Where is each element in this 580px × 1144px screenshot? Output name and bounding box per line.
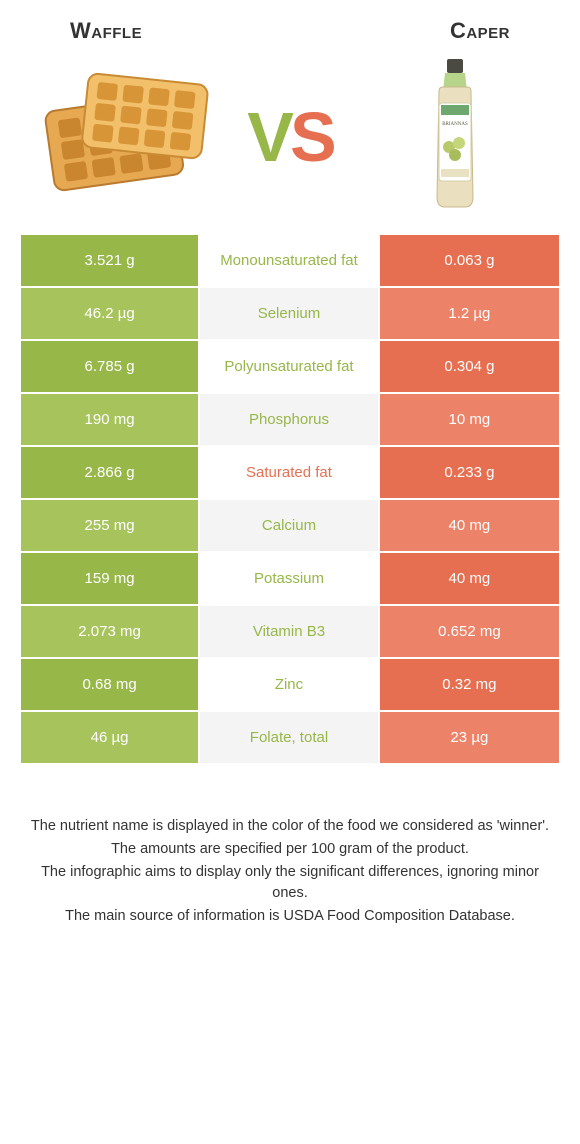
value-right: 0.652 mg (380, 606, 559, 659)
value-right: 0.304 g (380, 341, 559, 394)
svg-text:BRIANNAS: BRIANNAS (442, 122, 468, 127)
value-right: 23 µg (380, 712, 559, 765)
value-left: 255 mg (21, 500, 200, 553)
value-right: 1.2 µg (380, 288, 559, 341)
header: Waffle Caper (0, 0, 580, 52)
value-right: 0.233 g (380, 447, 559, 500)
nutrient-label: Zinc (200, 659, 380, 712)
value-left: 2.866 g (21, 447, 200, 500)
note-line: The amounts are specified per 100 gram o… (24, 839, 556, 860)
nutrient-label: Phosphorus (200, 394, 380, 447)
note-line: The main source of information is USDA F… (24, 906, 556, 927)
table-row: 2.073 mgVitamin B30.652 mg (21, 606, 559, 659)
vs-label: VS (210, 102, 370, 172)
value-right: 0.063 g (380, 235, 559, 288)
value-left: 2.073 mg (21, 606, 200, 659)
table-row: 255 mgCalcium40 mg (21, 500, 559, 553)
value-right: 10 mg (380, 394, 559, 447)
table-row: 190 mgPhosphorus10 mg (21, 394, 559, 447)
table-row: 3.521 gMonounsaturated fat0.063 g (21, 235, 559, 288)
table-row: 2.866 gSaturated fat0.233 g (21, 447, 559, 500)
nutrient-label: Monounsaturated fat (200, 235, 380, 288)
nutrient-label: Polyunsaturated fat (200, 341, 380, 394)
table-row: 46 µgFolate, total23 µg (21, 712, 559, 765)
value-left: 6.785 g (21, 341, 200, 394)
footer-notes: The nutrient name is displayed in the co… (0, 766, 580, 927)
nutrient-label: Potassium (200, 553, 380, 606)
note-line: The infographic aims to display only the… (24, 862, 556, 904)
value-right: 40 mg (380, 500, 559, 553)
table-row: 0.68 mgZinc0.32 mg (21, 659, 559, 712)
table-row: 6.785 gPolyunsaturated fat0.304 g (21, 341, 559, 394)
vs-v: V (247, 98, 290, 176)
value-right: 40 mg (380, 553, 559, 606)
nutrient-label: Folate, total (200, 712, 380, 765)
value-left: 190 mg (21, 394, 200, 447)
caper-bottle-image: BRIANNAS (370, 62, 540, 212)
value-left: 46.2 µg (21, 288, 200, 341)
nutrient-table: 3.521 gMonounsaturated fat0.063 g46.2 µg… (20, 234, 560, 766)
value-left: 3.521 g (21, 235, 200, 288)
value-left: 159 mg (21, 553, 200, 606)
value-left: 0.68 mg (21, 659, 200, 712)
value-left: 46 µg (21, 712, 200, 765)
nutrient-label: Saturated fat (200, 447, 380, 500)
vs-s: S (290, 98, 333, 176)
nutrient-label: Selenium (200, 288, 380, 341)
hero-row: VS BRIANNAS (0, 52, 580, 234)
food-left-title: Waffle (70, 18, 142, 44)
note-line: The nutrient name is displayed in the co… (24, 816, 556, 837)
food-right-title: Caper (450, 18, 510, 44)
nutrient-label: Calcium (200, 500, 380, 553)
nutrient-label: Vitamin B3 (200, 606, 380, 659)
table-row: 46.2 µgSelenium1.2 µg (21, 288, 559, 341)
table-row: 159 mgPotassium40 mg (21, 553, 559, 606)
waffle-image (40, 62, 210, 212)
value-right: 0.32 mg (380, 659, 559, 712)
